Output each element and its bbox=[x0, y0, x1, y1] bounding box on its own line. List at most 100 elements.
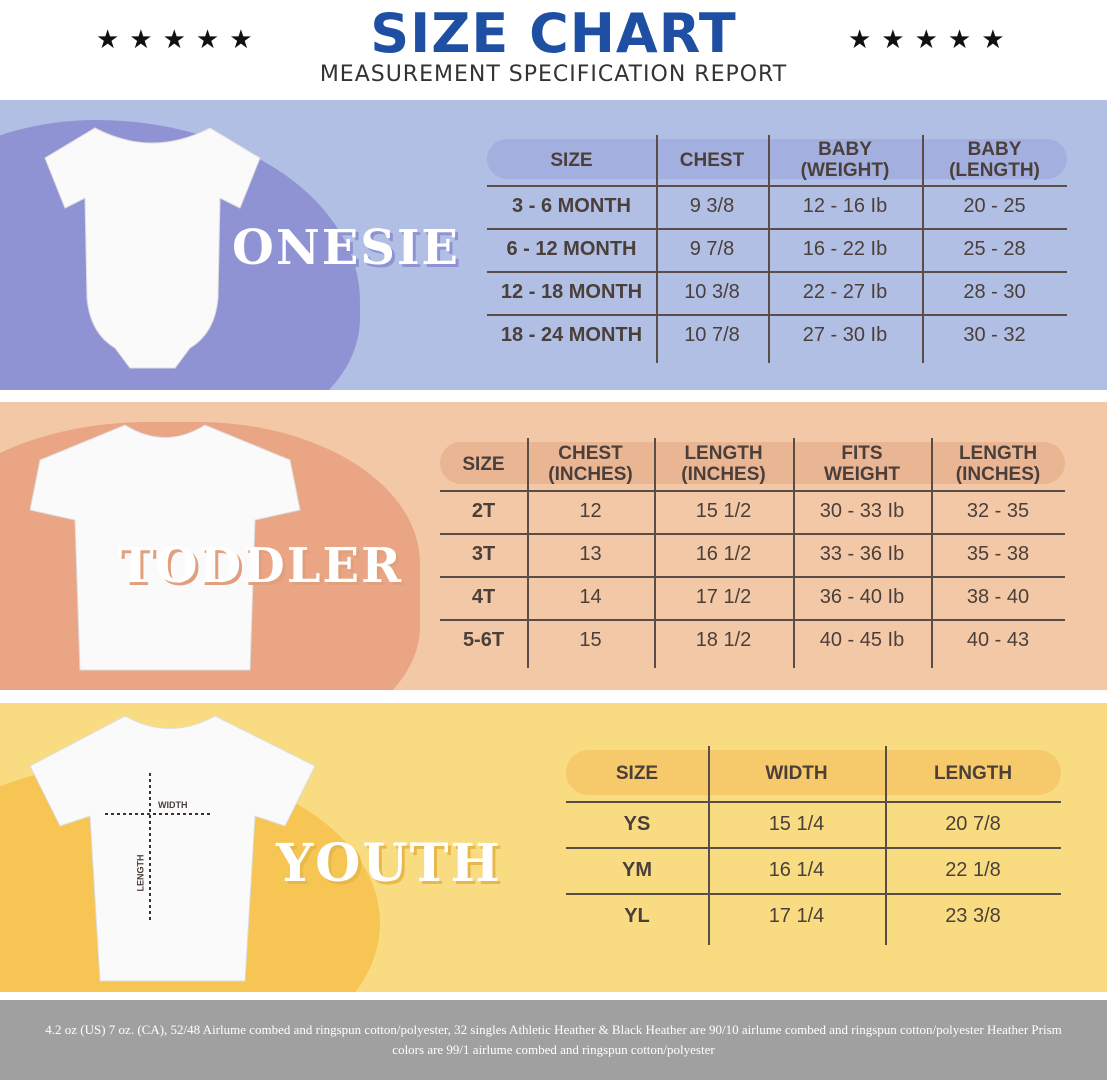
row-divider bbox=[487, 314, 1067, 316]
table-cell: 16 1/2 bbox=[695, 543, 752, 565]
onesie-size-table: SIZE CHEST BABY (WEIGHT) BABY (LENGTH) 3 - 6… bbox=[487, 135, 1067, 363]
row-divider bbox=[440, 576, 1065, 578]
onesie-label: ONESIE bbox=[232, 220, 460, 276]
column-header: FITS WEIGHT bbox=[824, 443, 900, 485]
table-cell: 10 3/8 bbox=[684, 281, 740, 303]
column-header: SIZE bbox=[615, 763, 659, 784]
table-row: 2T 12 15 1/2 30 - 33 Ib 32 - 35 bbox=[440, 490, 1065, 533]
table-row: 4T 14 17 1/2 36 - 40 Ib 38 - 40 bbox=[440, 576, 1065, 619]
table-row: YL 17 1/4 23 3/8 bbox=[566, 893, 1061, 939]
youth-label: YOUTH bbox=[276, 833, 502, 894]
column-header: LENGTH (INCHES) bbox=[955, 443, 1041, 485]
column-header: BABY (WEIGHT) bbox=[800, 139, 890, 181]
table-cell: 32 - 35 bbox=[966, 500, 1030, 522]
table-header-row: SIZE WIDTH LENGTH bbox=[566, 746, 1061, 801]
table-cell: 9 3/8 bbox=[689, 195, 735, 217]
column-divider bbox=[885, 746, 887, 945]
table-row: 6 - 12 MONTH 9 7/8 16 - 22 Ib 25 - 28 bbox=[487, 228, 1067, 271]
table-cell: 17 1/2 bbox=[695, 586, 752, 608]
table-cell: 23 3/8 bbox=[945, 904, 1001, 927]
table-cell: 28 - 30 bbox=[963, 281, 1026, 303]
column-divider bbox=[768, 135, 770, 363]
row-divider bbox=[566, 893, 1061, 895]
table-cell: 5-6T bbox=[462, 629, 505, 651]
column-divider bbox=[922, 135, 924, 363]
table-cell: 14 bbox=[579, 586, 602, 608]
table-cell: 17 1/4 bbox=[768, 904, 825, 927]
table-header-row: SIZE CHEST BABY (WEIGHT) BABY (LENGTH) bbox=[487, 135, 1067, 185]
table-row: YS 15 1/4 20 7/8 bbox=[566, 801, 1061, 847]
table-cell: 36 - 40 Ib bbox=[819, 586, 905, 608]
table-header-row: SIZE CHEST (INCHES) LENGTH (INCHES) FITS WE… bbox=[440, 438, 1065, 490]
column-header: BABY (LENGTH) bbox=[949, 139, 1040, 181]
table-cell: YM bbox=[622, 858, 652, 881]
table-cell: YL bbox=[624, 904, 650, 927]
column-header: CHEST bbox=[679, 149, 745, 171]
table-cell: 10 7/8 bbox=[684, 324, 740, 346]
table-cell: 25 - 28 bbox=[963, 238, 1026, 260]
table-cell: 40 - 43 bbox=[966, 629, 1030, 651]
table-header-background bbox=[487, 139, 1067, 179]
table-cell: 18 - 24 MONTH bbox=[500, 324, 643, 346]
table-cell: 16 1/4 bbox=[768, 858, 825, 881]
table-cell: 12 bbox=[579, 500, 602, 522]
row-divider bbox=[487, 185, 1067, 187]
youth-tshirt-image bbox=[30, 715, 316, 982]
page-subtitle: MEASUREMENT SPECIFICATION REPORT bbox=[319, 62, 788, 87]
table-row: YM 16 1/4 22 1/8 bbox=[566, 847, 1061, 893]
column-divider bbox=[793, 438, 795, 668]
onesie-section: ONESIE SIZE CHEST BABY (WEIGHT) BABY (LENGT… bbox=[0, 100, 1107, 390]
table-cell: 22 - 27 Ib bbox=[802, 281, 888, 303]
table-row: 3T 13 16 1/2 33 - 36 Ib 35 - 38 bbox=[440, 533, 1065, 576]
column-header: LENGTH (INCHES) bbox=[681, 443, 766, 485]
table-cell: 30 - 33 Ib bbox=[819, 500, 905, 522]
width-measure-label: WIDTH bbox=[158, 800, 188, 810]
table-cell: 12 - 18 MONTH bbox=[500, 281, 643, 303]
table-cell: 27 - 30 Ib bbox=[802, 324, 888, 346]
length-measure-label: LENGTH bbox=[135, 854, 146, 892]
column-header: CHEST (INCHES) bbox=[548, 443, 633, 485]
toddler-label: TODDLER bbox=[118, 538, 404, 594]
column-divider bbox=[708, 746, 710, 945]
row-divider bbox=[440, 533, 1065, 535]
table-cell: YS bbox=[623, 812, 651, 835]
table-cell: 35 - 38 bbox=[966, 543, 1030, 565]
table-cell: 12 - 16 Ib bbox=[802, 195, 888, 217]
table-cell: 13 bbox=[579, 543, 602, 565]
column-divider bbox=[656, 135, 658, 363]
table-header-background bbox=[566, 750, 1061, 795]
table-cell: 6 - 12 MONTH bbox=[506, 238, 637, 260]
table-cell: 4T bbox=[471, 586, 496, 608]
column-divider bbox=[654, 438, 656, 668]
table-cell: 9 7/8 bbox=[689, 238, 735, 260]
youth-section: WIDTH LENGTH YOUTH SIZE WIDTH LENGTH YS 15 1… bbox=[0, 703, 1107, 992]
table-cell: 15 bbox=[579, 629, 602, 651]
table-cell: 16 - 22 Ib bbox=[802, 238, 888, 260]
table-cell: 15 1/4 bbox=[768, 812, 825, 835]
tshirt-image bbox=[30, 424, 301, 671]
row-divider bbox=[440, 490, 1065, 492]
stars-right-decoration: ★★★★★ bbox=[848, 24, 1015, 54]
row-divider bbox=[440, 619, 1065, 621]
table-row: 5-6T 15 18 1/2 40 - 45 Ib 40 - 43 bbox=[440, 619, 1065, 662]
row-divider bbox=[487, 228, 1067, 230]
table-cell: 20 7/8 bbox=[945, 812, 1001, 835]
table-cell: 22 1/8 bbox=[945, 858, 1001, 881]
table-row: 3 - 6 MONTH 9 3/8 12 - 16 Ib 20 - 25 bbox=[487, 185, 1067, 228]
youth-size-table: SIZE WIDTH LENGTH YS 15 1/4 20 7/8 YM 16 1/4 22 … bbox=[566, 746, 1061, 945]
column-divider bbox=[931, 438, 933, 668]
column-header: LENGTH bbox=[933, 763, 1013, 784]
column-divider bbox=[527, 438, 529, 668]
table-cell: 3 - 6 MONTH bbox=[512, 195, 631, 217]
column-header: WIDTH bbox=[765, 763, 828, 784]
table-row: 12 - 18 MONTH 10 3/8 22 - 27 Ib 28 - 30 bbox=[487, 271, 1067, 314]
table-cell: 20 - 25 bbox=[963, 195, 1026, 217]
table-header-background bbox=[440, 442, 1065, 484]
table-cell: 33 - 36 Ib bbox=[819, 543, 905, 565]
table-cell: 30 - 32 bbox=[963, 324, 1026, 346]
table-cell: 38 - 40 bbox=[966, 586, 1030, 608]
row-divider bbox=[566, 801, 1061, 803]
fabric-footnote: 4.2 oz (US) 7 oz. (CA), 52/48 Airlume co… bbox=[0, 1000, 1107, 1080]
onesie-garment-image bbox=[44, 127, 261, 369]
row-divider bbox=[566, 847, 1061, 849]
